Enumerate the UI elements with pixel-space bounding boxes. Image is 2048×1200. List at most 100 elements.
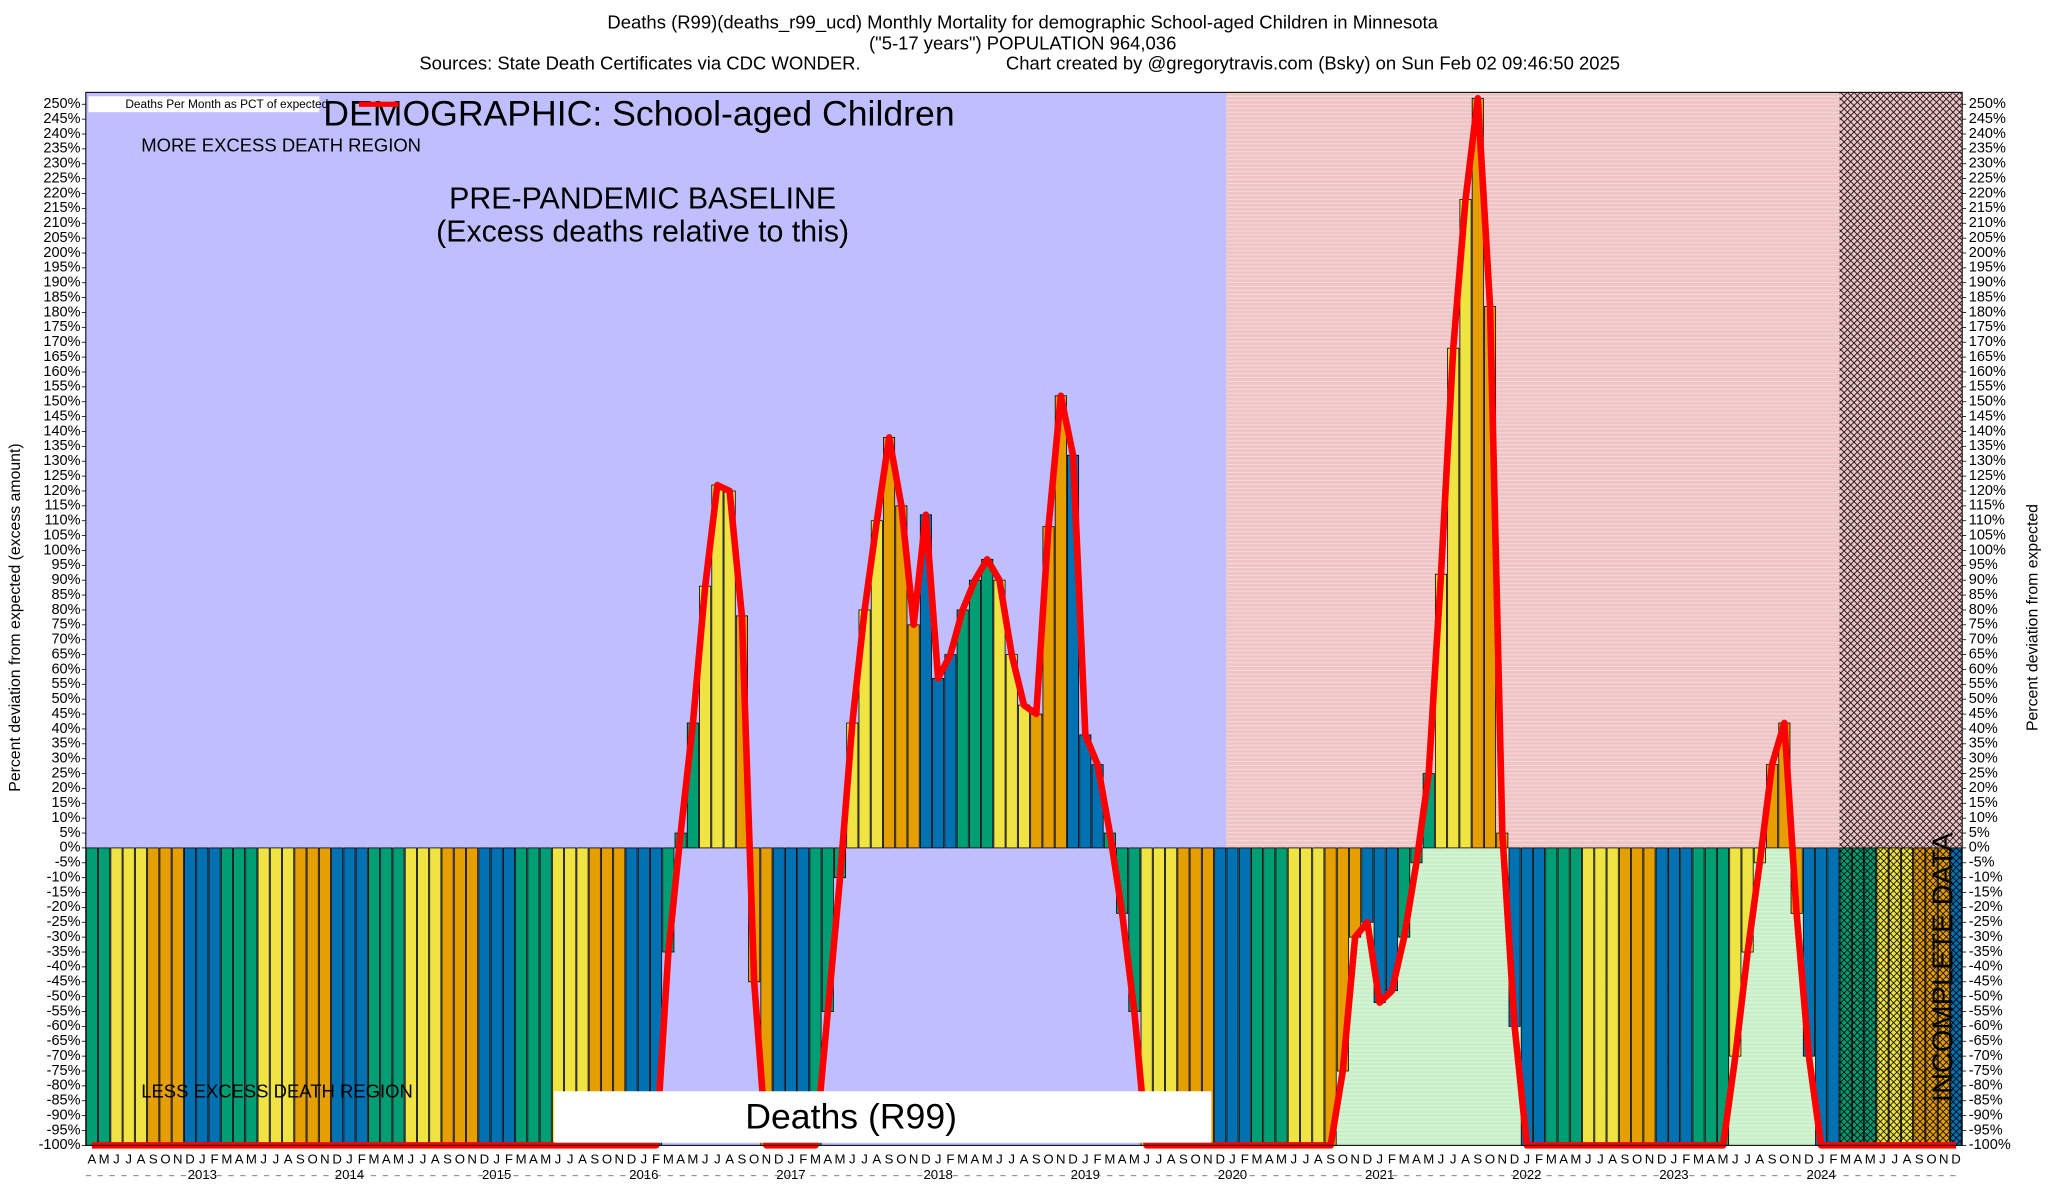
- x-tick-label: A: [971, 1151, 980, 1166]
- x-tick-label: D: [185, 1151, 195, 1166]
- year-label: 2020: [1218, 1167, 1247, 1182]
- bar: [490, 847, 503, 1146]
- x-tick-label: A: [1412, 1151, 1421, 1166]
- y2-tick-label: -80%: [1969, 1078, 2003, 1094]
- y2-tick-label: 195%: [1969, 260, 2006, 276]
- bar: [1643, 847, 1656, 1146]
- bar: [1214, 847, 1227, 1146]
- y-tick-label: -55%: [47, 1003, 81, 1019]
- title: Deaths (R99)(deaths_r99_ucd) Monthly Mor…: [607, 12, 1438, 34]
- year-label-bg: [1213, 1167, 1252, 1183]
- x-tick-label: N: [1645, 1151, 1655, 1166]
- y2-tick-label: -10%: [1969, 869, 2003, 885]
- y2-tick-label: 115%: [1969, 498, 2005, 514]
- x-tick-label: N: [909, 1151, 919, 1166]
- y2-tick-label: 15%: [1969, 795, 1998, 811]
- y2-tick-label: 80%: [1969, 602, 1998, 618]
- y-tick-label: 5%: [60, 825, 81, 841]
- x-tick-label: J: [1291, 1151, 1298, 1166]
- y2-tick-label: -90%: [1969, 1107, 2003, 1123]
- x-tick-label: O: [1043, 1151, 1053, 1166]
- x-tick-label: F: [1094, 1151, 1102, 1166]
- bar: [1569, 847, 1582, 1146]
- y2-tick-label: 40%: [1969, 721, 1998, 737]
- x-tick-label: F: [1241, 1151, 1249, 1166]
- y-tick-label: 110%: [45, 513, 81, 529]
- x-tick-label: M: [663, 1151, 674, 1166]
- x-tick-label: N: [1203, 1151, 1213, 1166]
- year-label-bg: [1066, 1167, 1104, 1183]
- y-tick-label: 140%: [43, 423, 80, 439]
- x-tick-label: O: [160, 1151, 170, 1166]
- y-tick-label: 50%: [51, 691, 80, 707]
- year-label: 2016: [629, 1167, 658, 1182]
- bar: [1655, 847, 1668, 1146]
- x-tick-label: A: [284, 1151, 293, 1166]
- y-tick-label: -65%: [47, 1033, 81, 1049]
- bar: [1594, 847, 1607, 1146]
- y2-tick-label: -75%: [1969, 1063, 2003, 1079]
- bar: [1704, 847, 1717, 1146]
- x-tick-label: A: [1903, 1151, 1912, 1166]
- y-tick-label: 55%: [51, 676, 80, 692]
- y2-tick-label: 240%: [1969, 126, 2006, 142]
- y2-tick-label: 155%: [1969, 379, 2006, 395]
- x-tick-label: J: [1732, 1151, 1739, 1166]
- x-tick-label: A: [1706, 1151, 1715, 1166]
- y-tick-label: 0%: [60, 840, 81, 856]
- year-label: 2021: [1365, 1167, 1394, 1182]
- year-label: 2024: [1806, 1167, 1835, 1182]
- y2-tick-label: 135%: [1969, 438, 2006, 454]
- y2-tick-label: 245%: [1969, 111, 2006, 127]
- y-tick-label: 75%: [51, 617, 80, 633]
- x-tick-label: O: [455, 1151, 465, 1166]
- y-tick-label: 85%: [51, 587, 80, 603]
- x-tick-label: M: [1840, 1151, 1851, 1166]
- y2-tick-label: 85%: [1969, 587, 1998, 603]
- x-tick-label: A: [1118, 1151, 1127, 1166]
- x-tick-label: O: [308, 1151, 318, 1166]
- y-tick-label: -70%: [47, 1048, 81, 1064]
- less-label: LESS EXCESS DEATH REGION: [141, 1080, 413, 1101]
- bar: [883, 437, 896, 849]
- x-tick-label: F: [1829, 1151, 1837, 1166]
- x-tick-label: J: [555, 1151, 562, 1166]
- y2-tick-label: 250%: [1969, 96, 2006, 112]
- x-tick-label: A: [235, 1151, 244, 1166]
- credit: Chart created by @gregorytravis.com (Bsk…: [1006, 53, 1620, 74]
- y-tick-label: 95%: [51, 557, 80, 573]
- x-tick-label: O: [896, 1151, 906, 1166]
- x-tick-label: M: [810, 1151, 821, 1166]
- x-tick-label: F: [652, 1151, 660, 1166]
- x-tick-label: S: [149, 1151, 158, 1166]
- y-tick-label: 30%: [51, 751, 80, 767]
- y-tick-label: 10%: [51, 810, 80, 826]
- y-tick-label: 175%: [43, 319, 80, 335]
- x-tick-label: M: [1865, 1151, 1876, 1166]
- y-tick-label: 180%: [43, 304, 80, 320]
- bar: [1300, 847, 1313, 1146]
- x-tick-label: J: [1585, 1151, 1592, 1166]
- y-tick-label: 215%: [43, 200, 80, 216]
- bar: [1287, 847, 1300, 1146]
- y-tick-label: -20%: [47, 899, 81, 915]
- y2-tick-label: 45%: [1969, 706, 1998, 722]
- year-label: 2017: [776, 1167, 805, 1182]
- y2-tick-label: 225%: [1969, 170, 2006, 186]
- x-tick-label: J: [1143, 1151, 1150, 1166]
- y-tick-label: -75%: [47, 1063, 81, 1079]
- y-tick-label: 115%: [45, 498, 81, 514]
- x-tick-label: F: [505, 1151, 513, 1166]
- x-tick-label: A: [137, 1151, 146, 1166]
- x-tick-label: S: [1473, 1151, 1482, 1166]
- y-tick-label: 250%: [43, 96, 80, 112]
- x-tick-label: D: [332, 1151, 342, 1166]
- y2-tick-label: -60%: [1969, 1018, 2003, 1034]
- bar: [85, 847, 98, 1146]
- bar: [1263, 847, 1276, 1146]
- bar: [1667, 847, 1680, 1146]
- x-tick-label: D: [1363, 1151, 1373, 1166]
- y-tick-label: -30%: [47, 929, 81, 945]
- legend-label: Deaths Per Month as PCT of expected: [125, 97, 328, 111]
- bar: [1226, 847, 1239, 1146]
